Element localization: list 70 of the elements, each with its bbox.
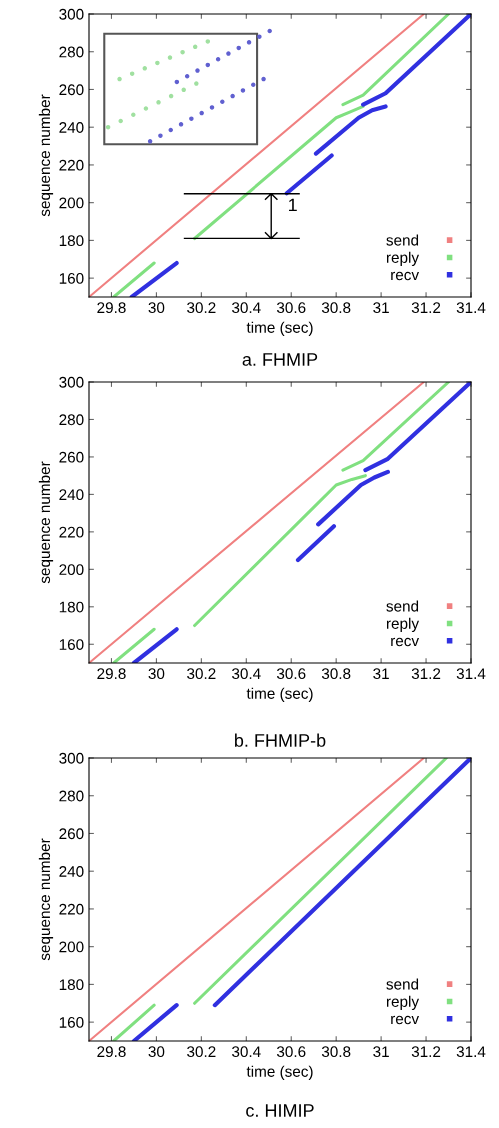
y-tick-label: 280 <box>59 414 84 426</box>
legend-label: reply <box>386 617 420 632</box>
y-tick-label: 160 <box>59 273 84 284</box>
y-tick-label: 160 <box>59 1017 84 1028</box>
legend-label: recv <box>391 637 419 647</box>
x-tick-label: 31 <box>373 668 389 680</box>
x-tick-label: 29.8 <box>97 302 126 314</box>
y-tick-label: 160 <box>59 639 84 650</box>
x-tick-label: 30.6 <box>276 668 306 680</box>
x-tick-label: 30.2 <box>187 668 216 680</box>
y-tick-label: 180 <box>59 979 84 991</box>
x-axis-title: time (sec) <box>246 321 313 336</box>
y-tick-label: 240 <box>59 866 84 877</box>
x-tick-label: 31.4 <box>456 1046 486 1058</box>
y-tick-label: 180 <box>59 235 84 247</box>
y-tick-label: 220 <box>59 159 84 171</box>
x-tick-label: 30.2 <box>187 302 216 314</box>
legend-label: reply <box>386 995 420 1010</box>
x-tick-label: 30.4 <box>232 302 261 314</box>
legend-label: reply <box>386 251 420 266</box>
y-tick-label: 260 <box>59 828 84 840</box>
y-tick-label: 260 <box>59 451 84 463</box>
x-tick-label: 31.2 <box>411 1046 441 1058</box>
annotation: 1 <box>289 198 297 212</box>
x-tick-label: 30 <box>148 302 165 314</box>
legend-label: recv <box>391 1015 419 1025</box>
x-tick-label: 31.4 <box>456 668 486 680</box>
x-tick-label: 29.8 <box>97 1046 126 1058</box>
x-tick-label: 31.4 <box>456 302 486 314</box>
x-tick-label: 30.4 <box>232 668 261 680</box>
x-tick-label: 31 <box>373 1046 389 1058</box>
y-tick-label: 300 <box>59 8 84 20</box>
y-axis-title: sequence number <box>38 838 54 961</box>
legend-label: send <box>386 234 419 246</box>
x-tick-label: 30 <box>148 668 165 680</box>
x-tick-label: 30.8 <box>321 668 351 680</box>
y-tick-label: 300 <box>59 752 84 764</box>
text: c. HIMIP <box>246 1104 314 1117</box>
y-tick-label: 200 <box>59 941 84 953</box>
y-axis-title: sequence number <box>38 461 54 584</box>
legend-label: send <box>386 600 419 612</box>
x-tick-label: 30.8 <box>321 1046 351 1058</box>
x-tick-label: 30.2 <box>187 1046 216 1058</box>
y-tick-label: 280 <box>59 790 84 802</box>
legend-label: send <box>386 978 419 990</box>
x-axis-title: time (sec) <box>246 1065 313 1080</box>
x-tick-label: 29.8 <box>97 668 126 680</box>
x-axis-title: time (sec) <box>246 687 313 702</box>
y-tick-label: 200 <box>59 564 84 576</box>
y-tick-label: 280 <box>59 46 84 58</box>
text: a. FHMIP <box>242 353 318 366</box>
x-tick-label: 30.8 <box>321 302 351 314</box>
y-tick-label: 180 <box>59 601 84 613</box>
x-tick-label: 31 <box>373 302 389 314</box>
y-tick-label: 220 <box>59 903 84 915</box>
y-tick-label: 300 <box>59 376 84 388</box>
y-tick-label: 220 <box>59 526 84 538</box>
x-tick-label: 30.4 <box>232 1046 261 1058</box>
legend-label: recv <box>391 271 419 281</box>
x-tick-label: 30.6 <box>276 302 306 314</box>
x-tick-label: 30 <box>148 1046 165 1058</box>
y-tick-label: 260 <box>59 84 84 96</box>
x-tick-label: 30.6 <box>276 1046 306 1058</box>
x-tick-label: 31.2 <box>411 668 441 680</box>
y-tick-label: 200 <box>59 197 84 209</box>
y-tick-label: 240 <box>59 489 84 501</box>
text: b. FHMIP-b <box>235 733 326 747</box>
y-tick-label: 240 <box>59 122 84 133</box>
y-axis-title: sequence number <box>38 94 54 217</box>
x-tick-label: 31.2 <box>411 302 441 314</box>
